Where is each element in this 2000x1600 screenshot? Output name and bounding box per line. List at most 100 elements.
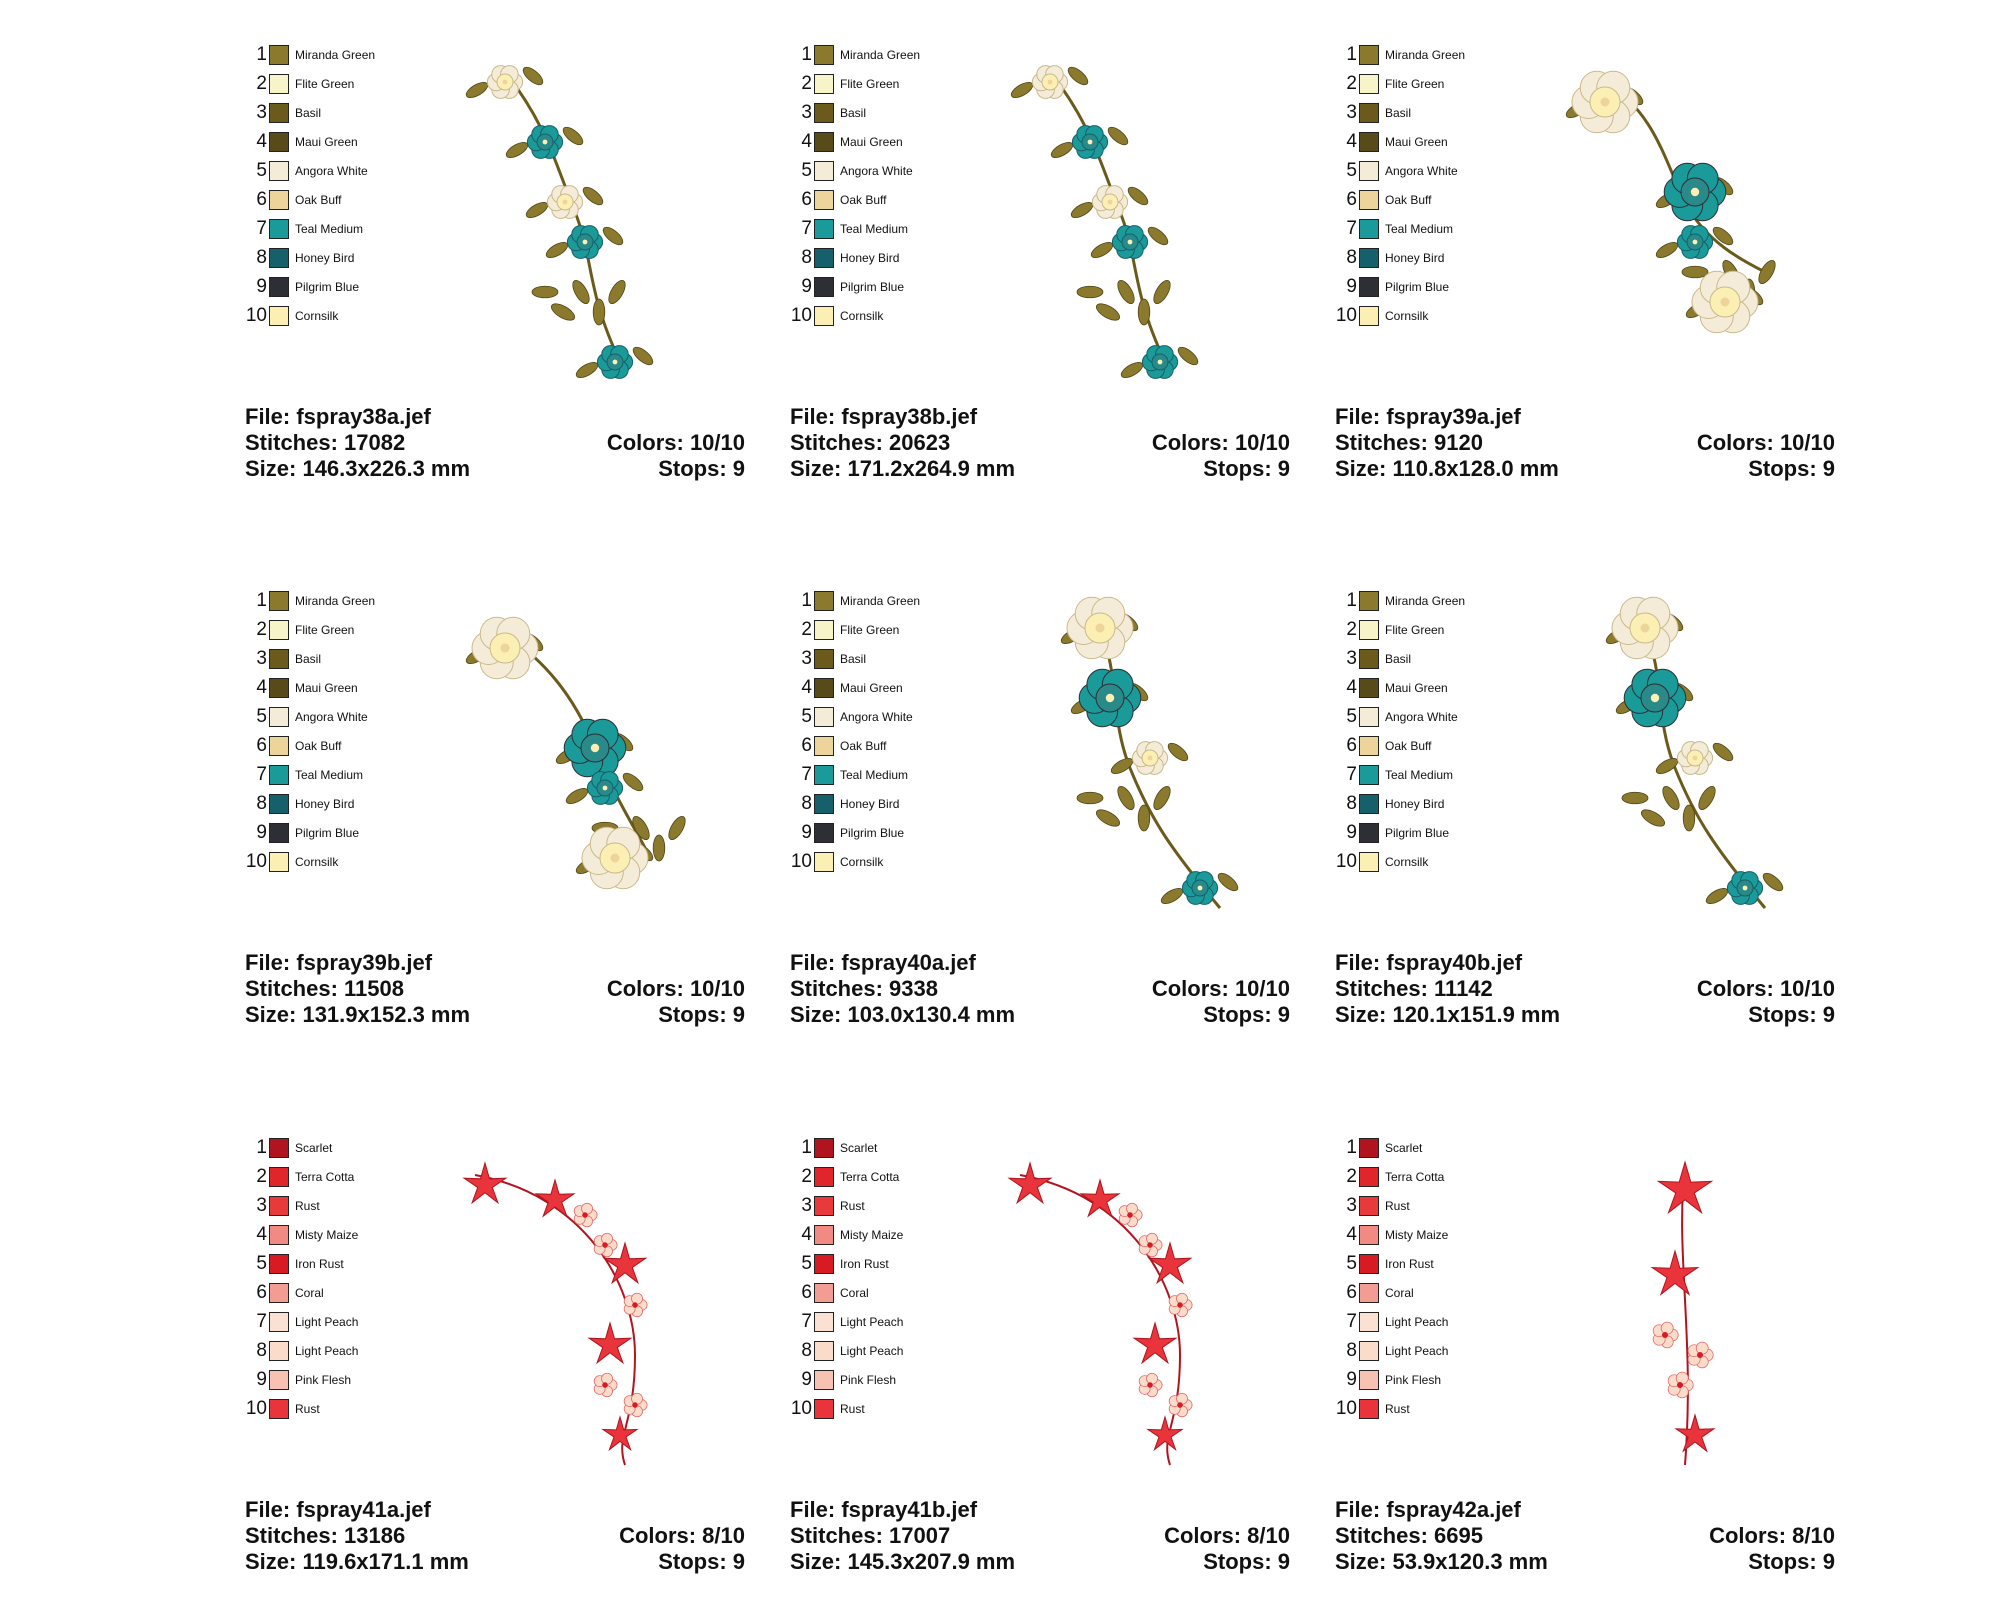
design-card[interactable]: 1 Miranda Green 2 Flite Green 3 Basil 4 Maui Gr… (1335, 42, 1855, 502)
color-legend-row: 6 Oak Buff (1335, 187, 1495, 213)
color-number: 5 (256, 160, 267, 181)
color-legend-row: 9 Pilgrim Blue (1335, 820, 1495, 846)
color-legend-row: 5 Iron Rust (790, 1251, 950, 1277)
color-legend-row: 7 Light Peach (245, 1309, 405, 1335)
color-swatch (814, 1312, 834, 1332)
design-card[interactable]: 1 Scarlet 2 Terra Cotta 3 Rust 4 Misty Maize 5 Ir… (790, 1135, 1310, 1595)
stitch-count: Stitches: 17007 (790, 1523, 951, 1548)
color-name: Cornsilk (295, 309, 339, 323)
color-swatch (1359, 248, 1379, 268)
color-legend-row: 1 Miranda Green (245, 588, 405, 614)
color-legend-row: 4 Maui Green (245, 129, 405, 155)
color-swatch (269, 1341, 289, 1361)
color-number: 4 (1346, 1224, 1357, 1245)
color-count: Colors: 8/10 (1164, 1523, 1290, 1548)
color-swatch (814, 306, 834, 326)
embroidery-preview (1525, 588, 1845, 948)
color-count: Colors: 10/10 (1151, 976, 1290, 1001)
color-number: 3 (1346, 102, 1357, 123)
color-number: 9 (801, 1369, 812, 1390)
color-swatch (1359, 45, 1379, 65)
color-name: Teal Medium (1385, 222, 1454, 236)
color-number: 4 (801, 677, 812, 698)
color-legend-row: 1 Miranda Green (1335, 42, 1495, 68)
color-swatch (269, 736, 289, 756)
color-legend-row: 3 Basil (1335, 100, 1495, 126)
color-swatch (269, 1196, 289, 1216)
color-number: 5 (801, 1253, 812, 1274)
color-name: Oak Buff (840, 739, 887, 753)
design-card[interactable]: 1 Miranda Green 2 Flite Green 3 Basil 4 Maui Gr… (790, 42, 1310, 502)
stitch-count: Stitches: 6695 (1335, 1523, 1483, 1548)
color-name: Oak Buff (295, 739, 342, 753)
color-number: 5 (1346, 706, 1357, 727)
color-swatch (269, 852, 289, 872)
color-legend-row: 4 Maui Green (1335, 675, 1495, 701)
color-swatch (1359, 1225, 1379, 1245)
color-number: 6 (801, 735, 812, 756)
embroidery-design-image (1007, 1161, 1193, 1466)
color-number: 6 (1346, 735, 1357, 756)
color-legend-row: 5 Iron Rust (245, 1251, 405, 1277)
color-swatch (814, 707, 834, 727)
color-number: 7 (1346, 218, 1357, 239)
color-name: Basil (1385, 106, 1412, 120)
color-swatch (1359, 707, 1379, 727)
color-legend-row: 1 Scarlet (1335, 1135, 1495, 1161)
color-swatch (269, 45, 289, 65)
file-name: File: fspray38b.jef (790, 404, 978, 429)
color-number: 4 (1346, 131, 1357, 152)
color-number: 9 (1346, 822, 1357, 843)
color-number: 8 (801, 793, 812, 814)
color-name: Honey Bird (295, 251, 355, 265)
color-number: 8 (256, 793, 267, 814)
stitch-count: Stitches: 20623 (790, 430, 951, 455)
color-number: 1 (801, 44, 812, 65)
color-swatch (1359, 620, 1379, 640)
color-number: 2 (801, 73, 812, 94)
stop-count: Stops: 9 (1203, 456, 1290, 481)
color-name: Cornsilk (1385, 309, 1429, 323)
design-size: Size: 146.3x226.3 mm (245, 456, 471, 481)
color-legend-row: 8 Honey Bird (790, 245, 950, 271)
color-swatch (1359, 190, 1379, 210)
color-legend-row: 5 Angora White (1335, 704, 1495, 730)
color-swatch (269, 678, 289, 698)
color-legend-row: 7 Teal Medium (245, 762, 405, 788)
color-name: Scarlet (840, 1141, 878, 1155)
color-swatch (1359, 1196, 1379, 1216)
design-card[interactable]: 1 Miranda Green 2 Flite Green 3 Basil 4 Maui Gr… (790, 588, 1310, 1048)
color-legend-row: 1 Scarlet (790, 1135, 950, 1161)
color-number: 2 (256, 73, 267, 94)
color-swatch (1359, 74, 1379, 94)
design-card[interactable]: 1 Miranda Green 2 Flite Green 3 Basil 4 Maui Gr… (1335, 588, 1855, 1048)
color-name: Rust (840, 1199, 865, 1213)
stitch-count: Stitches: 17082 (245, 430, 406, 455)
embroidery-preview (435, 1135, 755, 1495)
color-legend-row: 9 Pink Flesh (790, 1367, 950, 1393)
color-swatch (269, 1254, 289, 1274)
embroidery-preview (980, 1135, 1300, 1495)
color-legend-row: 4 Maui Green (245, 675, 405, 701)
color-name: Iron Rust (840, 1257, 889, 1271)
design-card[interactable]: 1 Scarlet 2 Terra Cotta 3 Rust 4 Misty Maize 5 Ir… (1335, 1135, 1855, 1595)
color-number: 4 (256, 131, 267, 152)
color-number: 10 (790, 305, 812, 326)
color-number: 7 (801, 218, 812, 239)
color-count: Colors: 8/10 (619, 1523, 745, 1548)
file-name: File: fspray41b.jef (790, 1497, 978, 1522)
color-number: 8 (1346, 1340, 1357, 1361)
design-card[interactable]: 1 Miranda Green 2 Flite Green 3 Basil 4 Maui Gr… (245, 42, 765, 502)
color-name: Pilgrim Blue (1385, 280, 1450, 294)
color-name: Honey Bird (1385, 797, 1445, 811)
design-card[interactable]: 1 Miranda Green 2 Flite Green 3 Basil 4 Maui Gr… (245, 588, 765, 1048)
color-name: Misty Maize (295, 1228, 359, 1242)
color-name: Teal Medium (1385, 768, 1454, 782)
color-legend-row: 2 Flite Green (245, 71, 405, 97)
color-swatch (1359, 678, 1379, 698)
color-name: Rust (295, 1199, 320, 1213)
design-card[interactable]: 1 Scarlet 2 Terra Cotta 3 Rust 4 Misty Maize 5 Ir… (245, 1135, 765, 1595)
color-swatch (1359, 1399, 1379, 1419)
color-name: Flite Green (1385, 623, 1445, 637)
color-legend-row: 1 Scarlet (245, 1135, 405, 1161)
